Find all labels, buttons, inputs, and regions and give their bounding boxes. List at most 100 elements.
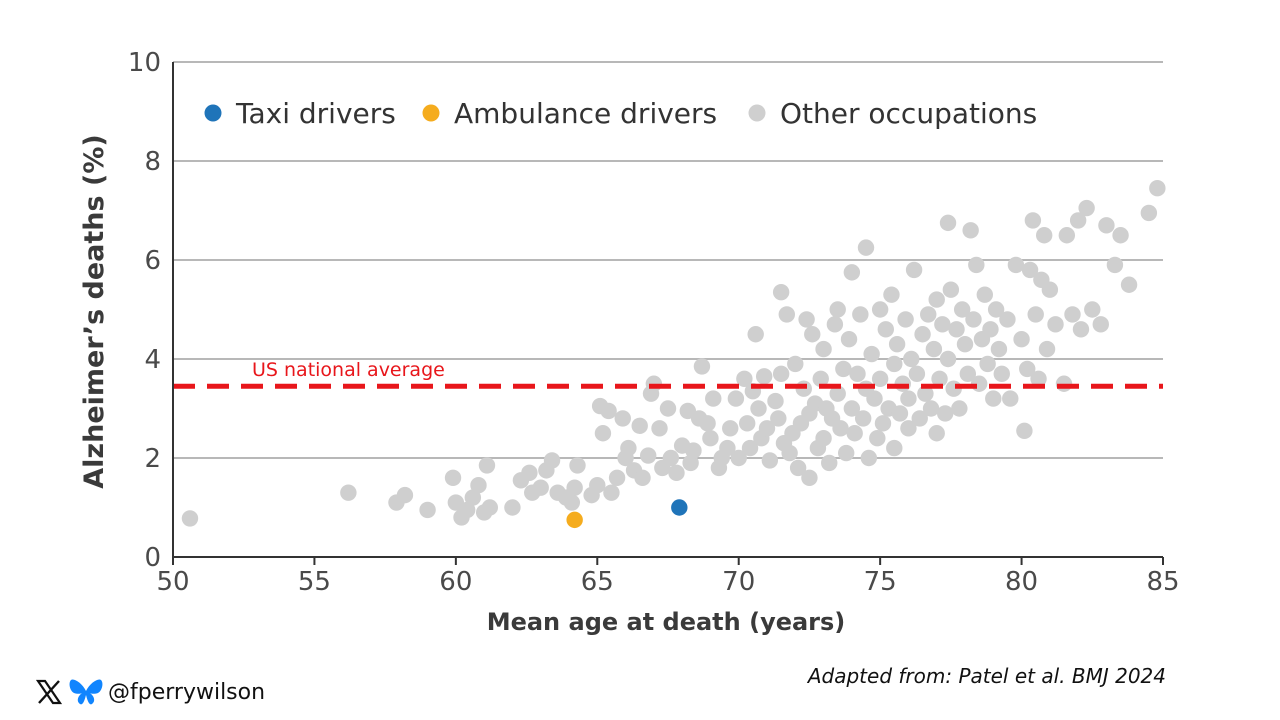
point-other-occupations <box>478 457 496 474</box>
point-other-occupations <box>659 400 677 417</box>
point-other-occupations <box>778 306 795 323</box>
point-other-occupations <box>640 447 657 464</box>
point-other-occupations <box>481 499 498 516</box>
point-other-occupations <box>829 301 846 318</box>
legend-marker-taxi-drivers <box>204 104 222 122</box>
point-other-occupations <box>942 281 960 298</box>
point-other-occupations <box>1120 276 1138 293</box>
point-other-occupations <box>959 365 977 383</box>
point-other-occupations <box>801 469 818 486</box>
point-other-occupations <box>829 385 846 402</box>
x-logo-icon <box>35 679 63 705</box>
point-other-occupations <box>722 420 739 437</box>
point-other-occupations <box>931 370 948 387</box>
bluesky-butterfly-icon <box>69 679 103 705</box>
point-other-occupations <box>976 286 993 303</box>
point-other-occupations <box>982 321 999 338</box>
point-other-occupations <box>951 400 968 417</box>
legend-marker-other-occupations <box>748 104 766 122</box>
point-other-occupations <box>741 439 759 457</box>
point-other-occupations <box>843 264 861 281</box>
legend: Taxi drivers Ambulance drivers Other occup… <box>204 97 1037 130</box>
point-other-occupations <box>521 464 538 482</box>
point-other-occupations <box>772 283 790 301</box>
point-other-occupations <box>1027 306 1044 323</box>
point-other-occupations <box>693 358 711 375</box>
point-other-occupations <box>928 291 945 308</box>
point-other-occupations <box>504 499 521 516</box>
point-other-occupations <box>987 301 1005 318</box>
point-other-occupations <box>181 510 199 527</box>
x-tick-label: 50 <box>156 567 189 597</box>
point-other-occupations <box>662 449 680 467</box>
point-other-occupations <box>1024 212 1042 229</box>
point-other-occupations <box>719 439 736 457</box>
scatter-chart: US national average 50 55 60 65 70 75 80 85 0 2 4 6… <box>79 48 1180 636</box>
point-other-occupations <box>1030 370 1047 387</box>
point-other-occupations <box>854 410 872 427</box>
point-other-occupations <box>1047 316 1064 333</box>
point-other-occupations <box>699 415 716 432</box>
legend-label-ambulance-drivers: Ambulance drivers <box>454 97 717 130</box>
point-other-occupations <box>651 420 668 437</box>
point-other-occupations <box>444 469 462 486</box>
y-tick-label: 2 <box>144 444 161 474</box>
point-other-occupations <box>905 261 923 279</box>
point-other-occupations <box>934 316 951 333</box>
point-other-occupations <box>852 306 869 323</box>
point-other-occupations <box>999 311 1016 328</box>
point-other-occupations <box>739 415 756 432</box>
point-other-occupations <box>886 439 903 457</box>
point-other-occupations <box>770 410 787 427</box>
x-tick-label: 85 <box>1146 567 1179 597</box>
point-other-occupations <box>871 370 889 387</box>
point-other-occupations <box>1013 331 1030 348</box>
point-other-occupations <box>1140 204 1158 222</box>
point-other-occupations <box>815 430 832 447</box>
point-other-occupations <box>614 410 631 427</box>
point-other-occupations <box>464 489 482 506</box>
point-other-occupations <box>835 360 852 378</box>
x-tick-label: 80 <box>1005 567 1038 597</box>
point-other-occupations <box>747 326 764 343</box>
y-tick-label: 0 <box>144 543 161 573</box>
x-tick-label: 75 <box>864 567 897 597</box>
tick-labels: 50 55 60 65 70 75 80 85 0 2 4 6 8 10 <box>128 48 1180 597</box>
point-other-occupations <box>1106 256 1124 274</box>
point-other-occupations <box>832 420 849 437</box>
point-other-occupations <box>908 365 926 383</box>
point-other-occupations <box>772 365 790 383</box>
legend-marker-ambulance-drivers <box>422 104 440 122</box>
point-other-occupations <box>603 484 620 501</box>
point-other-occupations <box>937 405 954 422</box>
point-other-occupations <box>869 430 886 447</box>
point-other-occupations <box>891 405 909 422</box>
point-other-occupations <box>396 486 414 504</box>
point-other-occupations <box>956 335 974 353</box>
point-other-occupations <box>705 390 722 407</box>
point-other-occupations <box>1098 217 1115 234</box>
point-other-occupations <box>1084 301 1101 318</box>
point-other-occupations <box>812 370 829 387</box>
point-other-occupations <box>922 400 940 417</box>
point-other-occupations <box>866 390 883 407</box>
point-other-occupations <box>939 214 957 232</box>
x-tick-label: 60 <box>439 567 472 597</box>
social-handle: @fperrywilson <box>34 674 265 710</box>
point-other-occupations <box>569 457 586 474</box>
point-other-occupations <box>631 417 648 435</box>
point-other-occupations <box>458 501 476 519</box>
point-other-occupations <box>897 311 914 328</box>
point-other-occupations <box>917 385 934 402</box>
point-other-occupations <box>1092 316 1109 333</box>
legend-label-taxi-drivers: Taxi drivers <box>235 97 396 130</box>
point-other-occupations <box>750 400 767 417</box>
point-other-occupations <box>883 286 900 303</box>
point-other-occupations <box>589 477 606 494</box>
point-other-occupations <box>993 365 1010 383</box>
point-other-occupations <box>939 350 957 368</box>
point-other-occupations <box>840 331 858 348</box>
point-other-occupations <box>886 355 903 373</box>
x-tick-label: 55 <box>298 567 331 597</box>
point-other-occupations <box>821 454 838 472</box>
